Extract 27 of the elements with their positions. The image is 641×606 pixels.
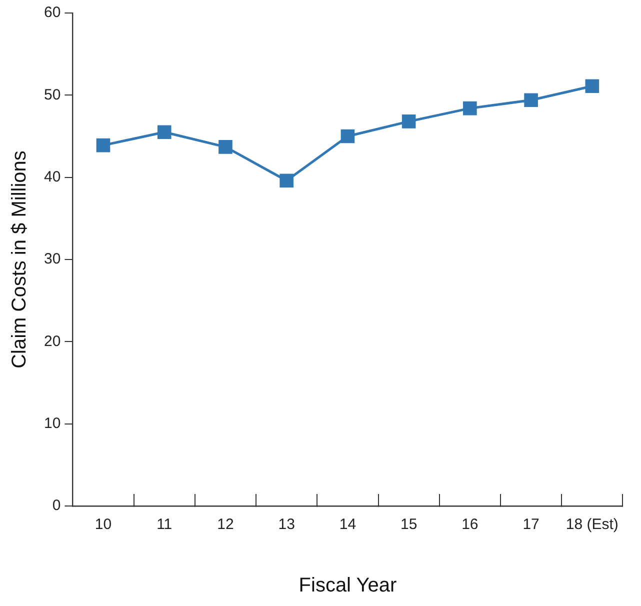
y-tick-label: 60 bbox=[44, 4, 61, 22]
y-tick-label: 10 bbox=[44, 414, 61, 432]
x-tick-label: 15 bbox=[400, 516, 418, 534]
y-tick-label: 50 bbox=[44, 86, 61, 104]
point bbox=[463, 101, 477, 116]
y-tick-label: 40 bbox=[44, 168, 61, 186]
x-tick-label: 14 bbox=[339, 516, 356, 534]
y-tick-label: 30 bbox=[44, 250, 61, 268]
x-tick-label: 10 bbox=[94, 516, 112, 534]
point bbox=[585, 79, 600, 94]
point bbox=[280, 174, 294, 188]
point bbox=[402, 114, 416, 128]
point bbox=[218, 140, 232, 154]
x-axis-title: Fiscal Year bbox=[298, 574, 397, 597]
x-tick-label: 17 bbox=[522, 516, 540, 534]
x-tick-label: 13 bbox=[278, 516, 295, 534]
y-tick-label: 20 bbox=[44, 332, 61, 350]
y-tick-label: 0 bbox=[52, 497, 61, 514]
y-axis-title: Claim Costs in $ Millions bbox=[8, 150, 31, 368]
x-tick-label: 12 bbox=[217, 516, 234, 534]
x-tick-label: 11 bbox=[156, 516, 172, 534]
point bbox=[157, 125, 172, 140]
point bbox=[340, 129, 355, 144]
x-tick-label: 18 (Est) bbox=[566, 516, 618, 534]
point bbox=[96, 138, 110, 152]
x-tick-label: 16 bbox=[462, 516, 478, 534]
point bbox=[524, 93, 538, 108]
